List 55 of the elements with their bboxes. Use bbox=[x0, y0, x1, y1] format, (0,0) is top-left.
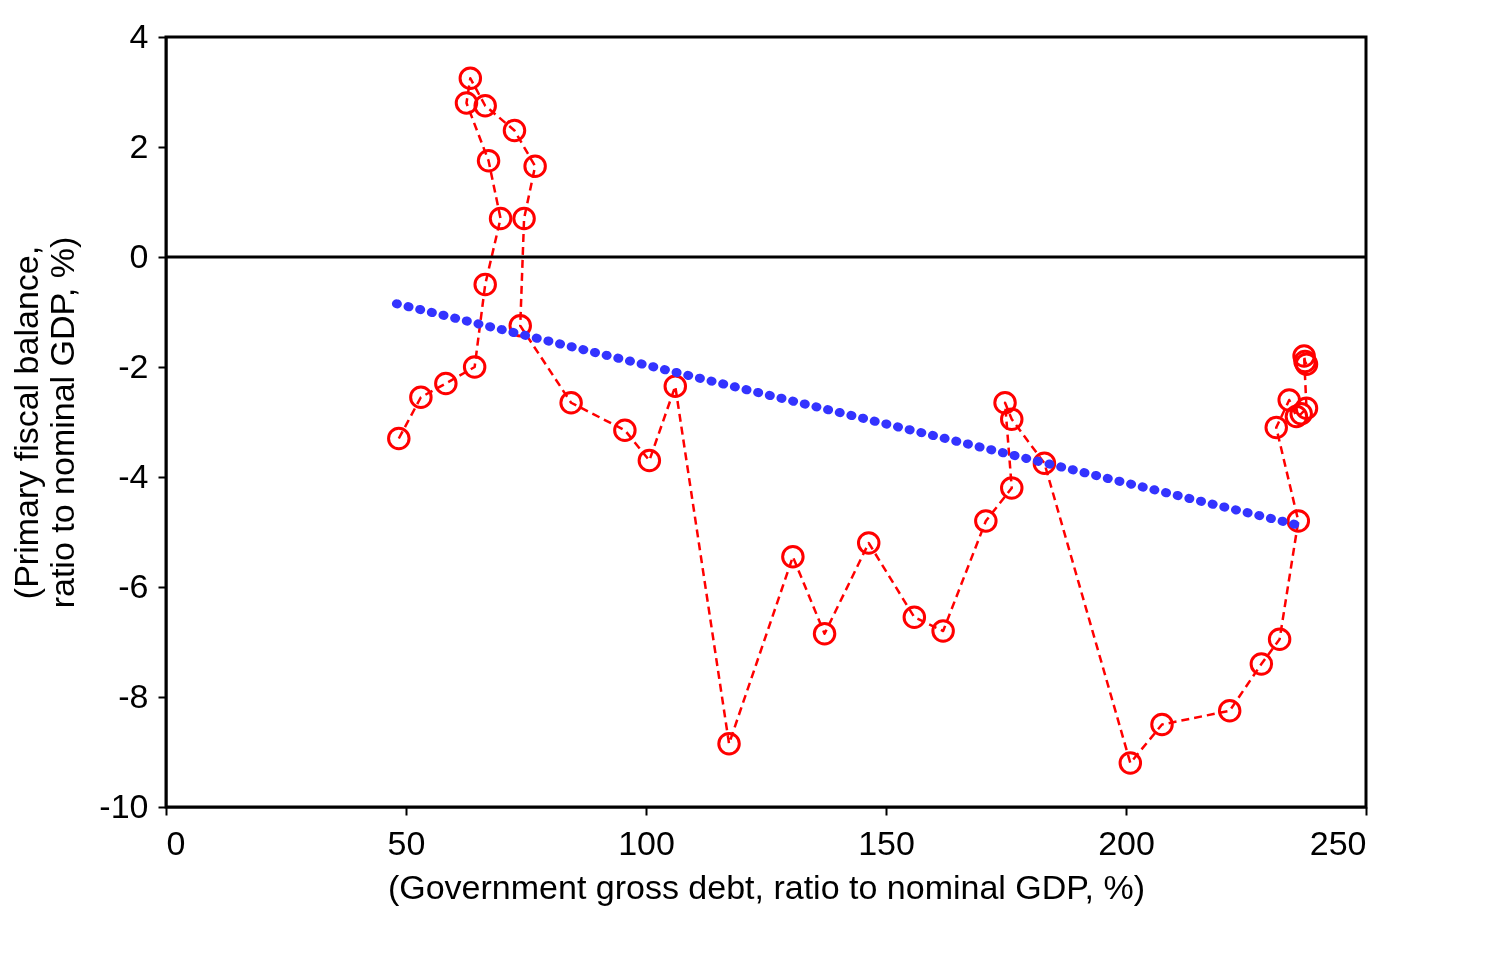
x-axis-title: (Government gross debt, ratio to nominal GDP, %) bbox=[387, 867, 1146, 906]
point bbox=[434, 371, 458, 396]
y-tick-label: 2 bbox=[129, 126, 149, 165]
x-tick-label: 0 bbox=[166, 823, 186, 862]
x-tick-label: 100 bbox=[618, 823, 675, 862]
point bbox=[1150, 712, 1174, 737]
point bbox=[523, 154, 547, 178]
point bbox=[613, 418, 637, 442]
point bbox=[1294, 396, 1319, 420]
point bbox=[458, 66, 483, 90]
point bbox=[1000, 407, 1024, 431]
point bbox=[974, 509, 998, 533]
y-tick-label: 4 bbox=[129, 16, 149, 55]
point bbox=[488, 206, 513, 231]
y-tick-label: -6 bbox=[118, 566, 149, 605]
point bbox=[462, 355, 487, 379]
y-tick-label: -4 bbox=[118, 456, 149, 495]
point bbox=[637, 448, 662, 473]
point bbox=[1267, 627, 1292, 651]
y-tick-label: -8 bbox=[118, 676, 149, 715]
x-tick-label: 50 bbox=[387, 823, 426, 862]
point bbox=[781, 545, 805, 569]
point bbox=[993, 391, 1017, 415]
point bbox=[812, 622, 837, 646]
point bbox=[454, 91, 479, 115]
point bbox=[409, 385, 433, 409]
point bbox=[476, 149, 501, 173]
point bbox=[512, 206, 536, 231]
x-tick-label: 250 bbox=[1309, 823, 1367, 862]
point bbox=[1277, 388, 1301, 412]
point bbox=[1118, 751, 1143, 775]
point bbox=[473, 272, 497, 297]
point bbox=[1289, 402, 1313, 426]
y-tick-label: -2 bbox=[118, 346, 149, 385]
point bbox=[502, 118, 527, 143]
point bbox=[1249, 652, 1274, 676]
point bbox=[387, 426, 411, 451]
point bbox=[1286, 509, 1311, 533]
point bbox=[856, 531, 881, 555]
point bbox=[1217, 699, 1242, 723]
point bbox=[663, 374, 688, 398]
y-tick-label: 0 bbox=[129, 236, 149, 275]
point bbox=[902, 605, 927, 629]
point bbox=[1292, 344, 1316, 368]
point bbox=[1284, 404, 1309, 429]
y-axis-title: (Primary fiscal balance, ratio to nominal GDP, %) bbox=[7, 236, 82, 609]
x-tick-label: 200 bbox=[1098, 823, 1155, 862]
y-tick-label: -10 bbox=[99, 786, 149, 825]
point bbox=[1264, 415, 1288, 440]
x-tick-label: 150 bbox=[858, 823, 915, 862]
point bbox=[1000, 476, 1024, 500]
point bbox=[931, 619, 955, 643]
point bbox=[717, 732, 741, 756]
point bbox=[473, 94, 497, 118]
point bbox=[559, 391, 583, 415]
